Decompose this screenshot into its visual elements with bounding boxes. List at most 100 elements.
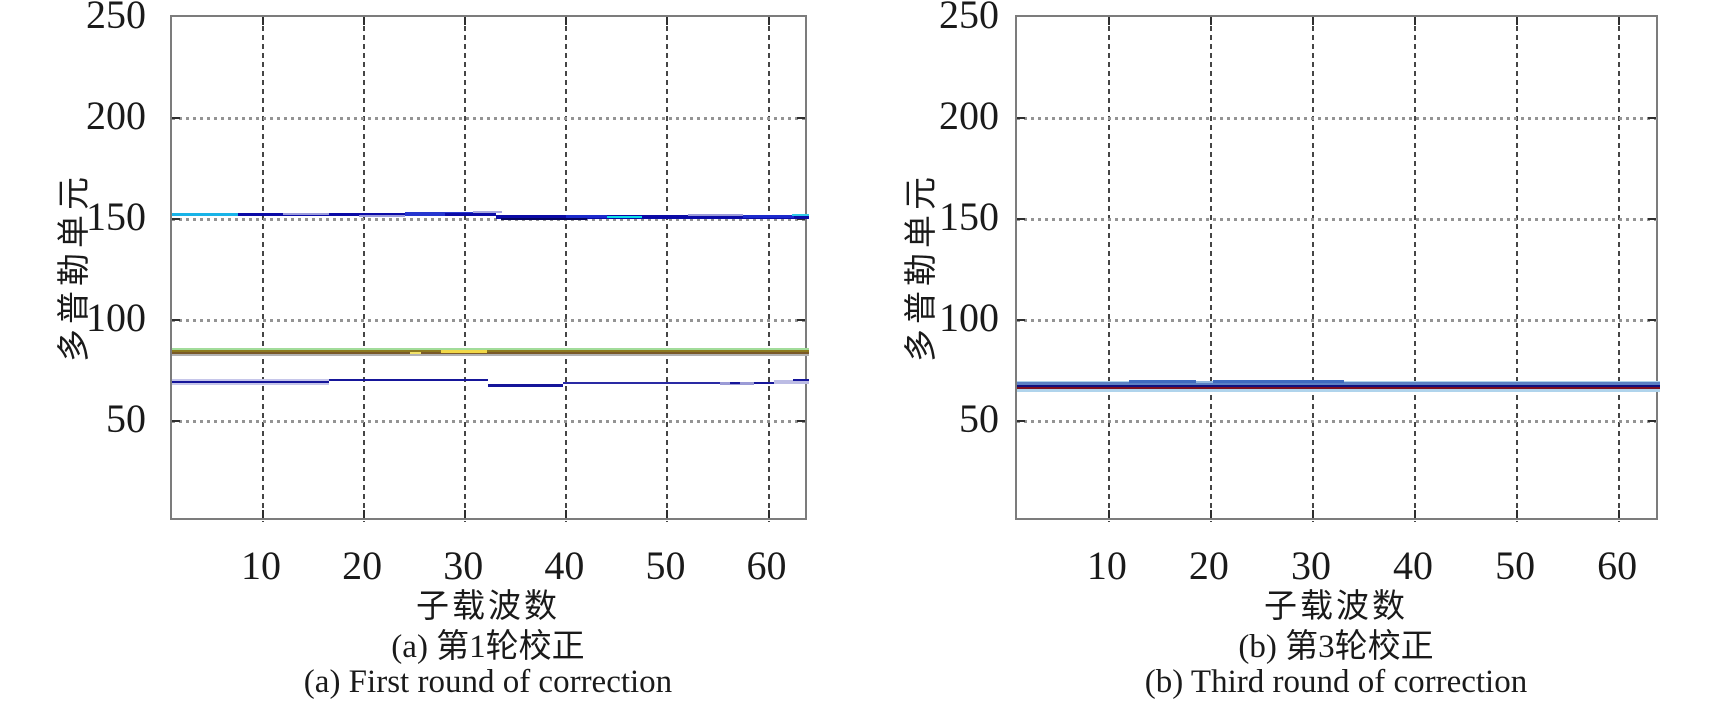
x-tick-top (262, 17, 264, 25)
data-stripe (172, 380, 329, 384)
y-tick-left (172, 319, 180, 321)
y-tick-label: 150 (939, 194, 999, 239)
data-stripe (440, 350, 488, 353)
data-stripe (792, 378, 809, 382)
y-tick-right (1648, 218, 1656, 220)
y-tick-left (172, 420, 180, 422)
x-tick-label: 10 (1086, 543, 1127, 588)
gridline-horizontal (1017, 117, 1660, 120)
data-stripe (172, 213, 496, 217)
data-stripe (409, 351, 421, 354)
x-tick-label: 50 (645, 543, 686, 588)
data-stripe (172, 348, 809, 351)
gridline-vertical (1618, 17, 1621, 522)
caption-en-b: (b) Third round of correction (1144, 664, 1528, 700)
x-tick-bottom (1618, 510, 1621, 518)
y-tick-right (797, 420, 805, 422)
y-tick-label: 250 (939, 0, 999, 37)
x-tick-bottom (363, 510, 366, 518)
x-tick-bottom (1209, 510, 1212, 518)
y-tick-left (1017, 420, 1025, 422)
x-tick-label: 60 (1597, 543, 1638, 588)
y-tick-label: 100 (939, 295, 999, 340)
x-tick-bottom (464, 510, 467, 518)
gridline-horizontal (172, 319, 809, 322)
data-stripe (404, 212, 476, 217)
data-stripe (1195, 381, 1213, 384)
x-tick-bottom (262, 510, 264, 518)
data-stripe (1212, 380, 1344, 383)
y-tick-left (1017, 218, 1025, 220)
y-tick-right (1648, 420, 1656, 422)
data-stripe (445, 213, 496, 217)
y-tick-label: 250 (86, 0, 146, 37)
y-tick-label: 150 (86, 194, 146, 239)
y-tick-right (797, 218, 805, 220)
gridline-vertical (565, 17, 568, 522)
gridline-vertical (363, 17, 366, 522)
gridline-vertical (1311, 17, 1314, 522)
x-tick-bottom (565, 510, 568, 518)
x-tick-top (1311, 17, 1314, 25)
gridline-vertical (262, 17, 264, 522)
gridline-horizontal (172, 117, 809, 120)
x-tick-bottom (1107, 510, 1110, 518)
gridline-horizontal (172, 420, 809, 423)
data-stripe (1017, 382, 1660, 385)
x-tick-top (1107, 17, 1110, 25)
y-tick-label: 50 (106, 396, 146, 441)
data-stripe (566, 215, 607, 219)
x-tick-bottom (1516, 510, 1519, 518)
y-tick-right (1648, 319, 1656, 321)
x-tick-bottom (666, 510, 669, 518)
data-stripe (563, 382, 721, 385)
x-tick-label: 20 (1188, 543, 1229, 588)
data-stripe (359, 215, 405, 217)
y-tick-left (172, 117, 180, 119)
data-stripe (172, 350, 809, 353)
gridline-horizontal (1017, 218, 1660, 221)
plot-area-third-round (1015, 15, 1660, 522)
y-tick-label: 200 (86, 93, 146, 138)
x-tick-label: 20 (342, 543, 383, 588)
x-tick-top (666, 17, 669, 25)
y-tick-right (1648, 117, 1656, 119)
x-axis-label-b: 子载波数 (1264, 589, 1408, 625)
x-tick-label: 30 (1290, 543, 1331, 588)
x-tick-top (1516, 17, 1519, 25)
x-tick-label: 40 (544, 543, 585, 588)
x-tick-top (1414, 17, 1417, 25)
x-axis-label-a: 子载波数 (416, 589, 560, 625)
data-stripe (606, 215, 643, 219)
data-stripe (791, 214, 809, 217)
x-tick-bottom (1414, 510, 1417, 518)
data-stripe (773, 380, 809, 384)
data-stripe (687, 214, 744, 217)
data-stripe (283, 212, 329, 215)
data-stripe (172, 212, 238, 216)
x-tick-top (565, 17, 568, 25)
plot-area-first-round (170, 15, 809, 522)
x-tick-bottom (1311, 510, 1314, 518)
gridline-vertical (1209, 17, 1212, 522)
gridline-vertical (1516, 17, 1519, 522)
x-tick-label: 60 (746, 543, 787, 588)
y-tick-left (1017, 319, 1025, 321)
data-stripe (172, 354, 809, 356)
data-stripe (500, 218, 587, 220)
gridline-vertical (1107, 17, 1110, 522)
data-stripe (1129, 380, 1196, 383)
x-tick-top (363, 17, 366, 25)
x-tick-label: 50 (1495, 543, 1536, 588)
data-stripe (730, 382, 741, 385)
gridline-vertical (666, 17, 669, 522)
y-tick-label: 100 (86, 295, 146, 340)
data-stripe (328, 378, 489, 382)
data-stripe (495, 215, 809, 219)
x-tick-top (1618, 17, 1621, 25)
y-tick-left (1017, 117, 1025, 119)
data-stripe (172, 352, 809, 355)
y-tick-label: 50 (959, 396, 999, 441)
x-tick-top (767, 17, 770, 25)
